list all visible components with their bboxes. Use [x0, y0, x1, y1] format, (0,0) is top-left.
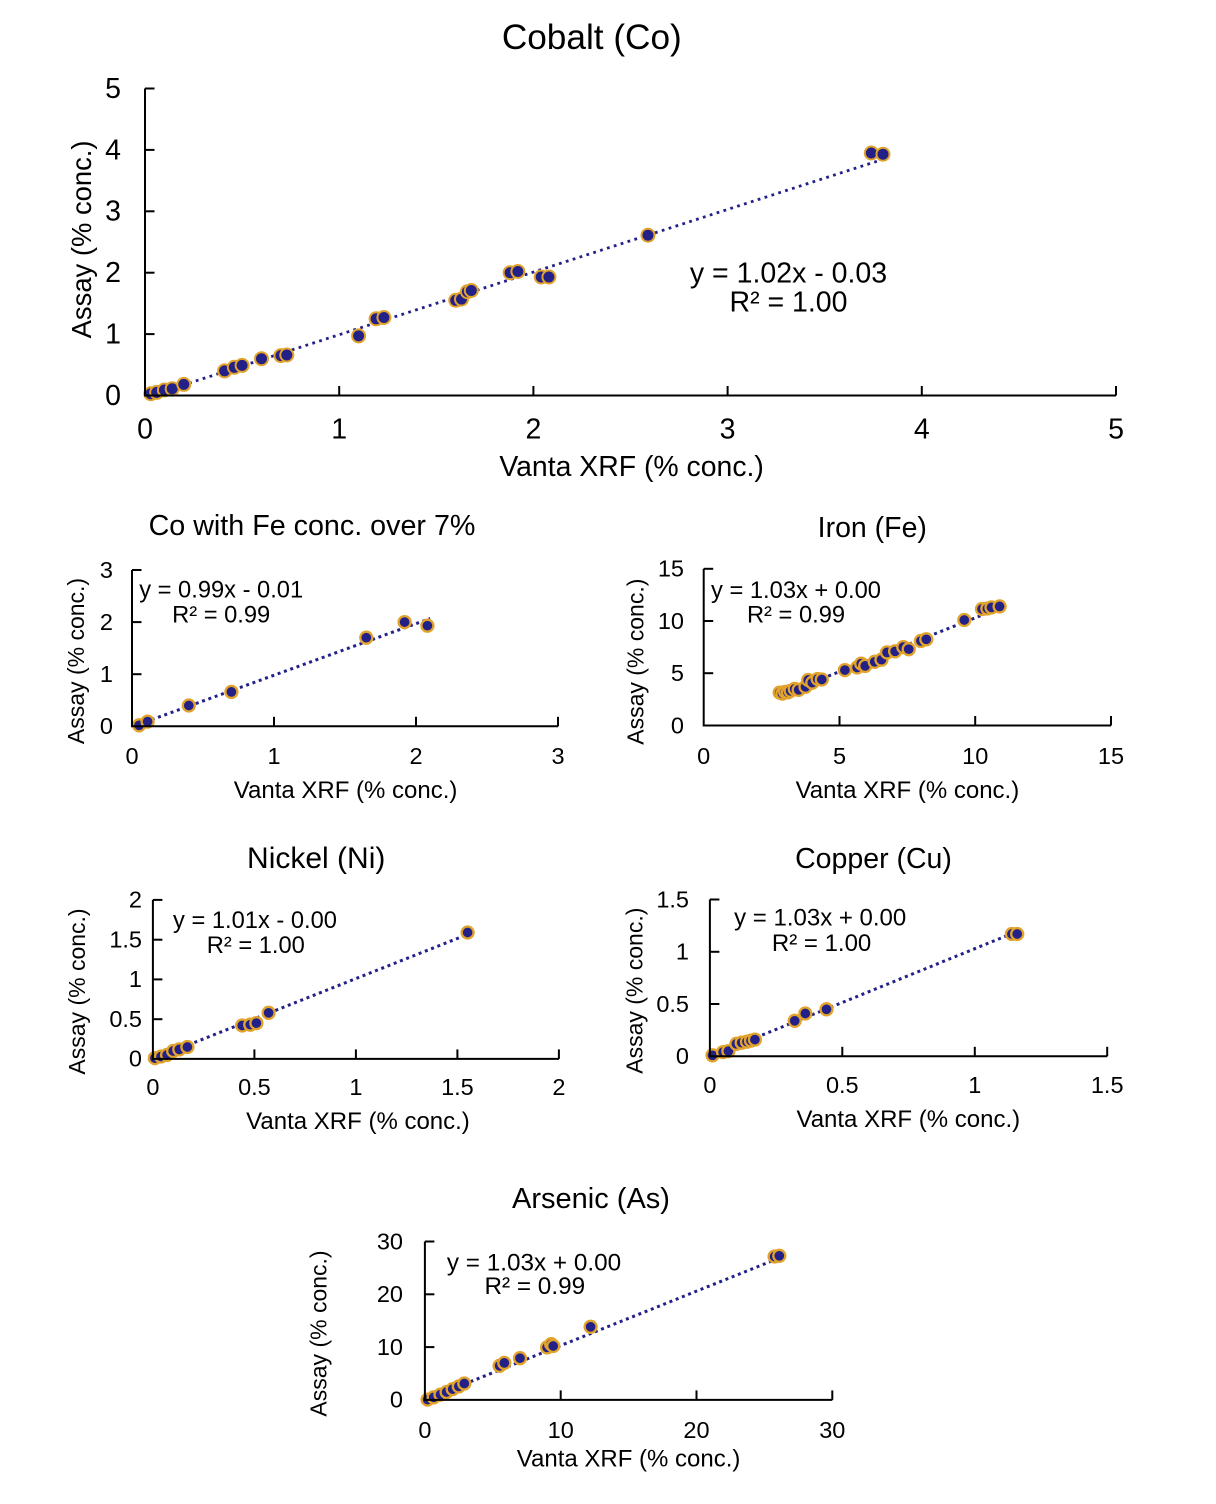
svg-text:2: 2	[409, 743, 422, 769]
svg-text:Assay (% conc.): Assay (% conc.)	[64, 908, 90, 1074]
svg-text:0: 0	[125, 743, 138, 769]
svg-text:1: 1	[968, 1072, 981, 1098]
svg-text:y = 0.99x - 0.01: y = 0.99x - 0.01	[139, 577, 303, 603]
svg-text:0: 0	[146, 1074, 159, 1100]
svg-text:1.5: 1.5	[656, 886, 689, 912]
svg-text:y = 1.03x + 0.00: y = 1.03x + 0.00	[734, 905, 906, 932]
svg-text:Assay (% conc.): Assay (% conc.)	[622, 908, 648, 1074]
svg-text:10: 10	[548, 1417, 574, 1443]
svg-text:0: 0	[390, 1387, 403, 1413]
svg-text:1: 1	[349, 1074, 362, 1100]
svg-text:1: 1	[267, 743, 280, 769]
svg-text:0: 0	[105, 380, 121, 412]
svg-text:0.5: 0.5	[238, 1074, 271, 1100]
svg-text:Assay (% conc.): Assay (% conc.)	[66, 140, 97, 338]
svg-text:3: 3	[720, 414, 736, 446]
svg-text:0: 0	[100, 713, 113, 739]
svg-text:15: 15	[658, 556, 684, 582]
svg-text:1: 1	[100, 661, 113, 687]
svg-text:y = 1.03x + 0.00: y = 1.03x + 0.00	[447, 1250, 621, 1277]
svg-text:Co with Fe conc. over 7%: Co with Fe conc. over 7%	[149, 510, 476, 542]
svg-text:2: 2	[552, 1074, 565, 1100]
svg-text:10: 10	[962, 743, 988, 769]
svg-text:4: 4	[105, 134, 121, 166]
svg-text:2: 2	[105, 257, 121, 289]
svg-text:1: 1	[129, 966, 142, 992]
svg-text:0: 0	[697, 743, 710, 769]
svg-text:R² = 0.99: R² = 0.99	[484, 1273, 585, 1300]
svg-text:0.5: 0.5	[109, 1006, 142, 1032]
svg-text:0: 0	[418, 1417, 431, 1443]
svg-text:10: 10	[377, 1334, 403, 1360]
svg-text:30: 30	[377, 1228, 403, 1254]
svg-text:Assay (% conc.): Assay (% conc.)	[623, 579, 649, 745]
svg-text:10: 10	[658, 608, 684, 634]
svg-text:5: 5	[833, 743, 846, 769]
svg-text:5: 5	[105, 73, 121, 105]
svg-text:0: 0	[129, 1046, 142, 1072]
svg-text:2: 2	[129, 887, 142, 913]
svg-text:15: 15	[1098, 743, 1124, 769]
svg-text:1: 1	[676, 939, 689, 965]
svg-text:R² = 0.99: R² = 0.99	[747, 603, 845, 629]
svg-text:5: 5	[671, 660, 684, 686]
svg-text:R² = 1.00: R² = 1.00	[729, 287, 847, 319]
svg-text:30: 30	[819, 1417, 845, 1443]
svg-text:0: 0	[137, 414, 153, 446]
svg-text:Vanta XRF (% conc.): Vanta XRF (% conc.)	[796, 1106, 1020, 1133]
svg-text:1: 1	[105, 319, 121, 351]
svg-text:0: 0	[703, 1072, 716, 1098]
svg-text:3: 3	[100, 557, 113, 583]
svg-text:R² = 1.00: R² = 1.00	[772, 930, 871, 957]
svg-text:1.5: 1.5	[1091, 1072, 1124, 1098]
svg-text:0: 0	[671, 712, 684, 738]
svg-text:R² = 0.99: R² = 0.99	[172, 603, 270, 629]
svg-text:20: 20	[377, 1281, 403, 1307]
svg-text:Assay (% conc.): Assay (% conc.)	[63, 578, 89, 744]
svg-text:Vanta XRF (% conc.): Vanta XRF (% conc.)	[796, 777, 1020, 804]
svg-text:3: 3	[551, 743, 564, 769]
svg-text:0.5: 0.5	[656, 991, 689, 1017]
svg-text:y = 1.02x - 0.03: y = 1.02x - 0.03	[690, 258, 887, 290]
svg-text:Arsenic (As): Arsenic (As)	[512, 1183, 670, 1215]
svg-text:Vanta XRF (% conc.): Vanta XRF (% conc.)	[234, 777, 458, 804]
svg-text:20: 20	[683, 1417, 709, 1443]
svg-text:Vanta XRF (% conc.): Vanta XRF (% conc.)	[517, 1446, 741, 1473]
svg-text:0: 0	[676, 1043, 689, 1069]
svg-text:2: 2	[100, 609, 113, 635]
svg-text:y = 1.03x + 0.00: y = 1.03x + 0.00	[711, 578, 881, 604]
svg-text:y = 1.01x - 0.00: y = 1.01x - 0.00	[173, 908, 337, 934]
svg-text:4: 4	[914, 414, 930, 446]
svg-text:1.5: 1.5	[441, 1074, 474, 1100]
svg-text:Nickel (Ni): Nickel (Ni)	[247, 842, 385, 875]
svg-text:R² = 1.00: R² = 1.00	[207, 933, 305, 959]
svg-text:Iron (Fe): Iron (Fe)	[818, 512, 927, 544]
svg-text:1: 1	[331, 414, 347, 446]
svg-text:0.5: 0.5	[826, 1072, 859, 1098]
svg-text:2: 2	[525, 414, 541, 446]
svg-text:Vanta XRF (% conc.): Vanta XRF (% conc.)	[499, 451, 764, 483]
svg-text:Assay (% conc.): Assay (% conc.)	[306, 1250, 332, 1416]
svg-text:Cobalt (Co): Cobalt (Co)	[502, 18, 682, 57]
svg-text:3: 3	[105, 196, 121, 228]
svg-text:1.5: 1.5	[109, 926, 142, 952]
svg-text:5: 5	[1108, 414, 1124, 446]
svg-text:Vanta XRF (% conc.): Vanta XRF (% conc.)	[246, 1108, 470, 1135]
svg-text:Copper (Cu): Copper (Cu)	[795, 843, 952, 875]
